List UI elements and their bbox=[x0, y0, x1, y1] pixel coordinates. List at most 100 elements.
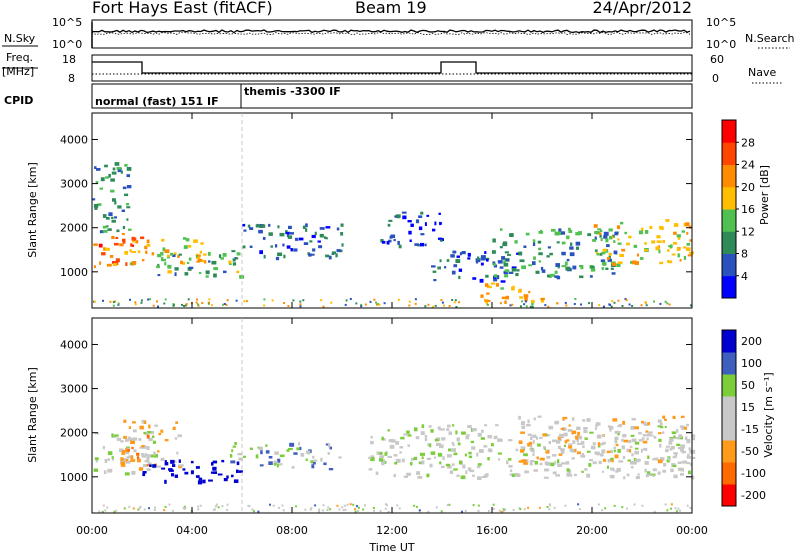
nave-right-tick-bottom: 0 bbox=[712, 72, 719, 85]
power-speckle bbox=[414, 298, 417, 301]
power-echo-cell bbox=[676, 247, 680, 251]
velocity-speckle bbox=[349, 503, 352, 506]
power-colorbar-segment bbox=[722, 120, 736, 143]
velocity-echo-cell bbox=[160, 429, 164, 433]
power-echo-cell bbox=[601, 251, 606, 255]
power-speckle bbox=[424, 305, 427, 308]
power-colorbar-tick-label: 12 bbox=[741, 225, 755, 238]
power-speckle bbox=[644, 301, 647, 304]
velocity-echo-cell bbox=[453, 452, 458, 456]
velocity-echo-cell bbox=[103, 470, 107, 475]
velocity-echo-cell bbox=[647, 455, 650, 459]
velocity-echo-cell bbox=[540, 457, 545, 461]
velocity-echo-cell bbox=[305, 450, 311, 454]
velocity-echo-cell bbox=[645, 430, 649, 433]
power-echo-cell bbox=[533, 256, 536, 260]
velocity-echo-cell bbox=[481, 429, 484, 433]
velocity-echo-cell bbox=[520, 449, 525, 453]
power-echo-cell bbox=[401, 211, 407, 214]
power-echo-cell bbox=[410, 223, 414, 227]
velocity-echo-cell bbox=[391, 439, 396, 443]
power-echo-cell bbox=[298, 237, 304, 241]
velocity-echo-cell bbox=[375, 471, 379, 475]
velocity-speckle bbox=[278, 506, 281, 509]
power-speckle bbox=[455, 306, 458, 308]
velocity-echo-cell bbox=[595, 422, 601, 426]
velocity-echo-cell bbox=[424, 437, 428, 442]
power-echo-cell bbox=[597, 228, 602, 231]
power-echo-cell bbox=[569, 246, 574, 250]
velocity-echo-cell bbox=[325, 443, 330, 446]
power-echo-cell bbox=[492, 238, 496, 243]
velocity-echo-cell bbox=[672, 455, 677, 459]
velocity-echo-cell bbox=[451, 448, 456, 452]
power-echo-cell bbox=[106, 217, 110, 220]
velocity-echo-cell bbox=[414, 427, 418, 432]
velocity-echo-cell bbox=[613, 446, 617, 449]
power-speckle bbox=[140, 301, 143, 304]
power-echo-cell bbox=[275, 256, 280, 261]
power-echo-cell bbox=[309, 240, 313, 243]
velocity-echo-cell bbox=[557, 459, 560, 463]
power-speckle bbox=[243, 300, 246, 303]
power-echo-cell bbox=[339, 249, 343, 253]
velocity-echo-cell bbox=[575, 437, 579, 440]
velocity-echo-cell bbox=[255, 454, 259, 459]
velocity-echo-cell bbox=[640, 420, 644, 424]
power-speckle bbox=[668, 303, 671, 306]
power-echo-cell bbox=[111, 219, 116, 223]
power-echo-cell bbox=[561, 231, 566, 235]
velocity-speckle bbox=[327, 506, 330, 509]
freq-left-tick-bottom: 8 bbox=[68, 72, 75, 85]
velocity-echo-cell bbox=[607, 458, 611, 463]
power-echo-cell bbox=[125, 262, 128, 266]
power-echo-cell bbox=[633, 244, 638, 248]
power-echo-cell bbox=[503, 260, 506, 264]
power-echo-cell bbox=[579, 265, 584, 268]
power-speckle bbox=[625, 299, 628, 302]
power-echo-cell bbox=[341, 243, 344, 247]
velocity-echo-cell bbox=[566, 472, 570, 477]
power-echo-cell bbox=[575, 246, 579, 250]
velocity-echo-cell bbox=[403, 475, 408, 478]
velocity-echo-cell bbox=[685, 436, 688, 441]
velocity-echo-cell bbox=[644, 468, 647, 473]
velocity-echo-cell bbox=[583, 430, 588, 434]
power-speckle bbox=[580, 303, 582, 306]
power-speckle bbox=[299, 300, 302, 303]
power-echo-cell bbox=[514, 240, 518, 244]
velocity-echo-cell bbox=[273, 460, 278, 465]
power-echo-cell bbox=[486, 258, 489, 262]
power-echo-cell bbox=[426, 214, 430, 217]
cpid-mode-2: themis -3300 IF bbox=[244, 85, 341, 98]
velocity-echo-cell bbox=[643, 448, 648, 451]
velocity-echo-cell bbox=[477, 476, 482, 481]
velocity-echo-cell bbox=[559, 433, 564, 438]
velocity-echo-cell bbox=[171, 473, 174, 477]
power-speckle bbox=[109, 300, 112, 303]
power-echo-cell bbox=[504, 251, 509, 254]
power-echo-cell bbox=[561, 241, 566, 245]
velocity-echo-cell bbox=[678, 461, 684, 464]
velocity-speckle bbox=[373, 509, 375, 512]
velocity-echo-cell bbox=[595, 424, 598, 428]
power-echo-cell bbox=[594, 236, 597, 240]
velocity-echo-cell bbox=[631, 418, 637, 421]
velocity-echo-cell bbox=[467, 467, 472, 471]
power-speckle bbox=[664, 300, 667, 303]
velocity-echo-cell bbox=[652, 458, 655, 461]
velocity-echo-cell bbox=[125, 459, 129, 462]
velocity-echo-cell bbox=[518, 460, 522, 463]
power-echo-cell bbox=[418, 215, 423, 218]
velocity-echo-cell bbox=[662, 415, 666, 419]
velocity-speckle bbox=[679, 509, 681, 512]
power-echo-cell bbox=[683, 255, 687, 260]
velocity-echo-cell bbox=[141, 445, 145, 448]
velocity-echo-cell bbox=[657, 459, 663, 464]
power-echo-cell bbox=[518, 289, 522, 293]
velocity-echo-cell bbox=[448, 448, 452, 452]
power-echo-cell bbox=[459, 252, 462, 256]
velocity-echo-cell bbox=[521, 425, 526, 429]
velocity-echo-cell bbox=[312, 455, 315, 459]
power-speckle bbox=[617, 299, 620, 302]
